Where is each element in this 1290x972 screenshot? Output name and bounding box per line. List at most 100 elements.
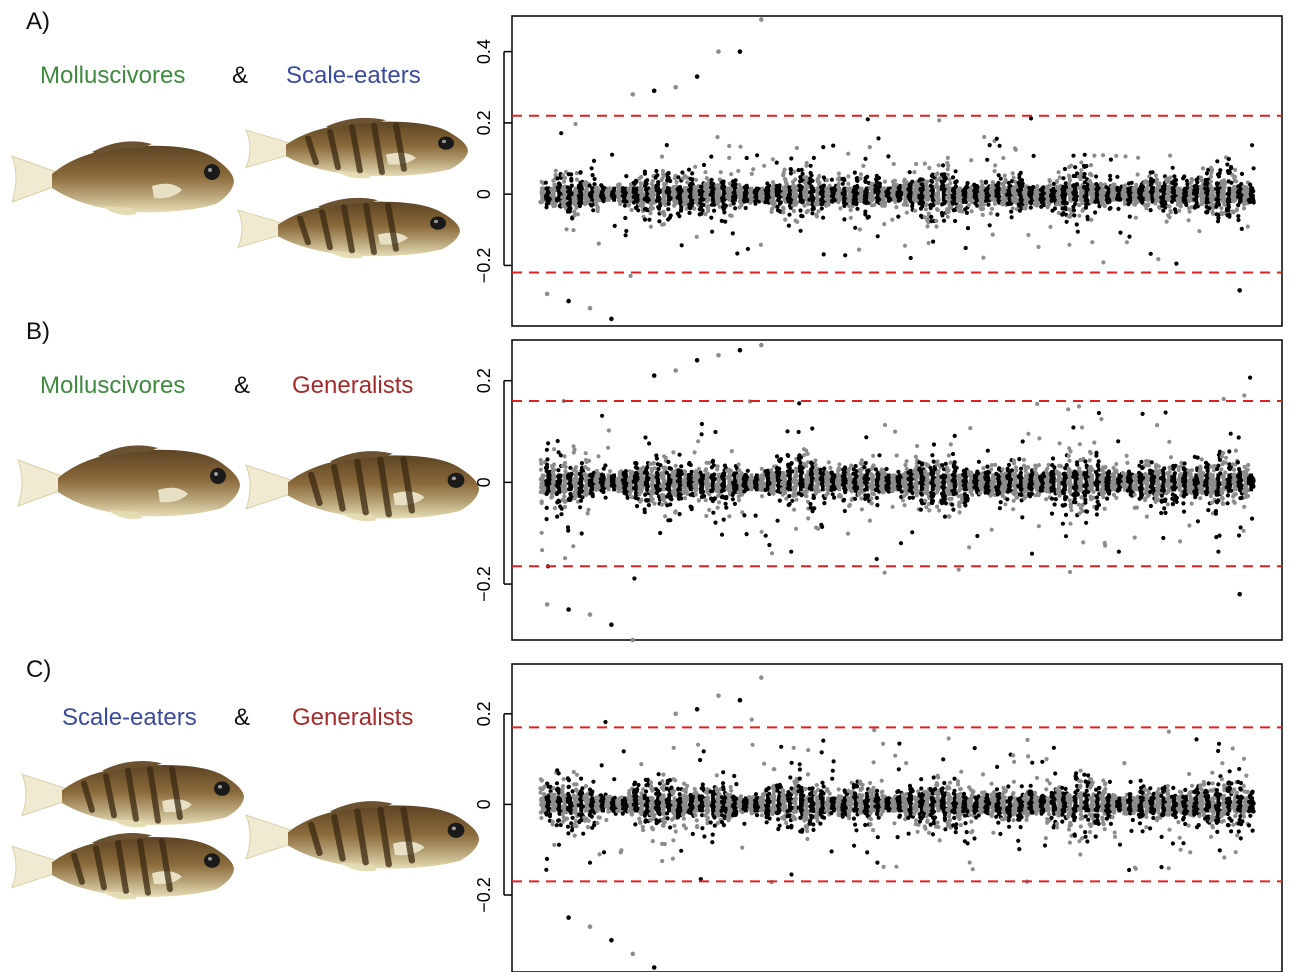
data-point [676,491,682,497]
data-point [848,208,853,213]
data-point [1127,234,1132,239]
data-point [825,178,830,183]
data-point [789,549,794,554]
data-point [612,223,617,228]
data-point [592,182,597,187]
data-core [766,473,770,492]
data-point [929,214,934,219]
data-point [877,181,882,186]
data-point [571,544,576,549]
data-point [857,247,862,252]
data-point [816,176,821,181]
data-point [685,175,690,180]
data-point [1018,170,1023,175]
data-point [704,176,709,181]
data-point [1031,153,1036,158]
data-point [667,215,672,220]
data-point [1172,174,1177,179]
data-core [733,186,737,202]
data-point [925,179,930,184]
data-core [809,473,814,492]
data-point [1028,116,1034,121]
data-point [997,143,1002,148]
data-point [811,155,817,160]
data-core [881,186,886,202]
data-core [579,186,584,202]
data-point [1072,213,1077,218]
data-point [751,167,756,172]
data-core [694,186,699,202]
data-point [1071,153,1076,158]
data-point [1011,175,1016,180]
data-point [566,528,571,533]
data-point [1022,206,1027,211]
data-point [774,160,779,165]
data-point [759,466,764,471]
data-point [792,507,797,512]
data-point [545,457,550,462]
panel-c-left-label: Scale-eaters [62,704,197,731]
data-core [760,473,765,492]
data-point [1233,167,1238,172]
data-point [707,507,712,513]
panel-b-ampersand: & [234,372,251,399]
data-point [788,469,793,475]
data-point [785,452,790,458]
data-point [890,217,895,222]
data-point [1099,201,1104,206]
data-point [1171,181,1176,186]
data-point [998,176,1003,181]
data-core [678,186,682,202]
data-point [707,460,712,465]
data-point [706,207,711,212]
data-point [559,512,564,517]
data-core [727,186,732,202]
data-point [579,531,584,536]
data-core [755,186,759,202]
data-point [1067,178,1073,183]
data-point [946,209,951,215]
data-point [1055,202,1060,207]
data-core [705,186,710,202]
data-point [978,203,983,208]
data-point [1184,178,1189,183]
data-core [1210,186,1215,202]
data-point [731,201,736,206]
data-point [785,429,790,434]
data-point [661,465,666,470]
data-point [781,210,786,215]
data-core [1013,186,1017,202]
data-point [1067,182,1072,187]
data-core [1084,186,1089,202]
data-point [560,173,566,178]
data-point [782,176,788,182]
data-point [1248,182,1253,187]
data-point [963,245,968,251]
data-point [847,204,852,209]
data-point [920,182,925,187]
data-point [1090,240,1095,245]
data-point [658,530,663,536]
data-point [992,201,998,206]
data-point [688,462,693,468]
data-core [914,186,919,202]
data-point [703,467,709,472]
data-core [1040,186,1045,202]
data-point [555,176,560,181]
data-point [696,439,701,444]
data-point [789,461,794,466]
data-point [934,218,939,224]
data-point [987,143,992,148]
data-core [793,186,798,202]
data-point [603,463,608,468]
outlier-point [759,17,764,22]
data-core [897,186,902,202]
data-point [676,175,681,180]
data-point [755,153,760,158]
data-core [562,186,567,202]
data-point [797,183,802,188]
data-point [1073,165,1078,170]
data-point [727,467,732,472]
data-point [783,217,788,222]
data-point [1082,164,1087,169]
